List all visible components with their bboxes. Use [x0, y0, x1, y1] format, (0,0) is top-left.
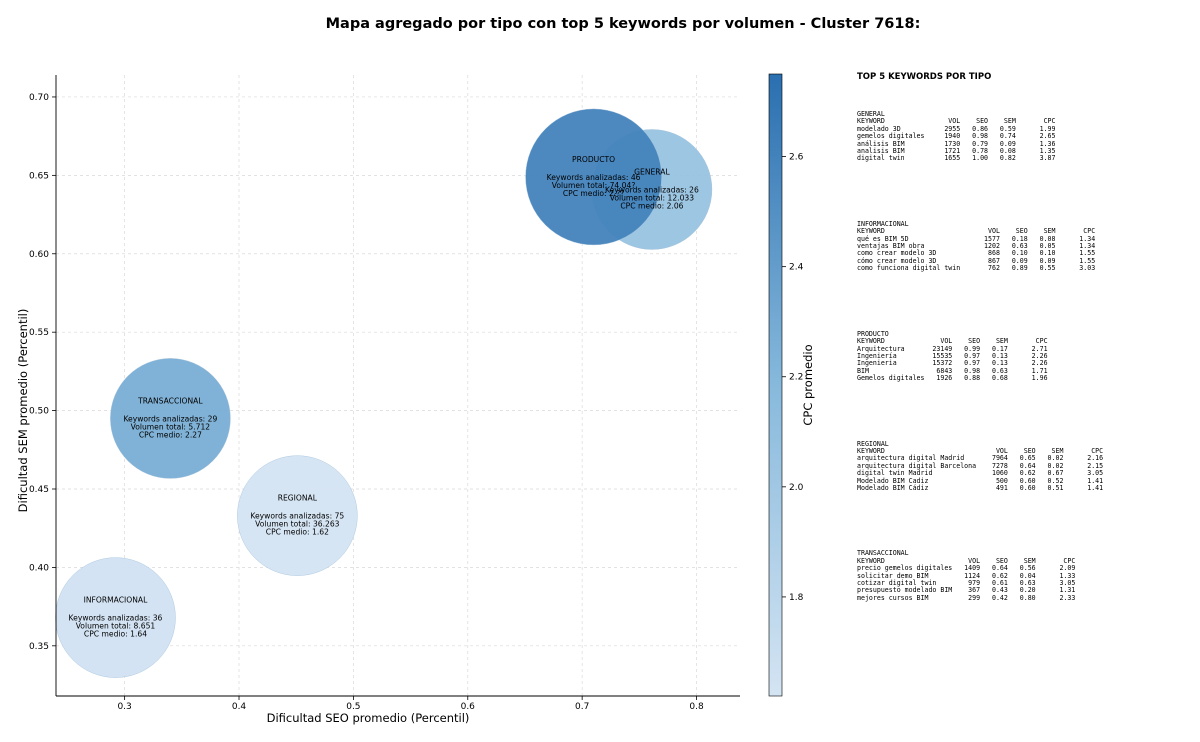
bubble-name: GENERAL [634, 167, 670, 176]
colorbar-tick-label: 1.8 [789, 593, 804, 603]
bubble-cpc: CPC medio: 1.64 [84, 630, 147, 639]
keyword-row: análisis BIM 1730 0.79 0.09 1.36 [857, 139, 1056, 148]
bubble-regional [237, 455, 358, 576]
colorbar-tick-label: 2.4 [789, 263, 804, 273]
keyword-row: ventajas BIM obra 1202 0.63 0.05 1.34 [857, 242, 1096, 251]
bubble-cpc: CPC medio: 2.?? [563, 189, 625, 198]
keyword-row: gemelos digitales 1940 0.98 0.74 2.65 [857, 132, 1056, 141]
bubble-cpc: CPC medio: 1.62 [266, 528, 329, 537]
top-keywords-panel: TOP 5 KEYWORDS POR TIPO GENERAL KEYWORD V… [857, 72, 1197, 602]
y-tick-label: 0.50 [29, 407, 49, 417]
bubble-keywords: Keywords analizadas: 46 [547, 173, 641, 182]
keyword-row: Modelado BIM Cádiz 491 0.60 0.51 1.41 [857, 483, 1104, 492]
keyword-row: mejores cursos BIM 299 0.42 0.80 2.33 [857, 593, 1076, 602]
bubble-keywords: Keywords analizadas: 26 [605, 185, 699, 194]
group-header: KEYWORD VOL SEO SEM CPC [857, 117, 1056, 126]
keyword-row: como funciona digital twin 762 0.89 0.55… [857, 264, 1096, 273]
x-axis-label: Dificultad SEO promedio (Percentil) [267, 711, 470, 725]
keyword-row: Modelado BIM Cadiz 500 0.60 0.52 1.41 [857, 476, 1104, 485]
colorbar-gradient [768, 73, 783, 697]
bubble-cpc: CPC medio: 2.27 [139, 430, 202, 439]
keyword-group-general: GENERAL KEYWORD VOL SEO SEM CPC modelado 3… [857, 110, 1197, 163]
keyword-group-producto: PRODUCTO KEYWORD VOL SEO SEM CPC Arquitect… [857, 329, 1197, 383]
group-name: TRANSACCIONAL [857, 549, 909, 558]
group-header: KEYWORD VOL SEO SEM CPC [857, 556, 1076, 565]
group-name: PRODUCTO [857, 329, 889, 338]
bubble-keywords: Keywords analizadas: 36 [69, 614, 163, 623]
bubble-volume: Volumen total: 74.04? [552, 181, 636, 190]
axes: 0.3 0.4 0.5 0.6 0.7 0.8 0.35 0.40 0.45 0.50 0.55 0.… [16, 75, 740, 725]
keyword-row: digital twin 1655 1.00 0.82 3.87 [857, 154, 1056, 163]
bubble-keywords: Keywords analizadas: 75 [250, 512, 344, 521]
keyword-row: BIM 6843 0.98 0.63 1.71 [857, 366, 1048, 375]
keyword-row: modelado 3D 2955 0.86 0.59 1.99 [857, 124, 1056, 133]
keyword-row: Gemelos digitales 1926 0.88 0.68 1.96 [857, 374, 1048, 383]
y-tick-label: 0.55 [29, 328, 49, 338]
bubble-name: TRANSACCIONAL [137, 396, 203, 405]
keyword-row: precio gemelos digitales 1409 0.64 0.56 … [857, 564, 1076, 573]
bubble-keywords: Keywords analizadas: 29 [123, 414, 217, 423]
bubble-volume: Volumen total: 5.712 [131, 422, 211, 431]
y-tick-label: 0.45 [29, 485, 49, 495]
colorbar-tick-label: 2.6 [789, 153, 804, 163]
colorbar-label: CPC promedio [801, 344, 815, 425]
keyword-row: arquitectura digital Madrid 7964 0.65 0.… [857, 454, 1104, 463]
y-tick-label: 0.35 [29, 642, 49, 652]
keyword-row: digital twin Madrid 1060 0.62 0.67 3.05 [857, 469, 1104, 478]
y-tick-label: 0.70 [29, 93, 49, 103]
keyword-row: cotizar digital twin 979 0.61 0.63 3.05 [857, 579, 1076, 587]
y-tick-label: 0.40 [29, 563, 49, 573]
keyword-groups: GENERAL KEYWORD VOL SEO SEM CPC modelado 3… [857, 110, 1197, 602]
x-tick-label: 0.8 [689, 702, 704, 712]
colorbar: 1.8 2.0 2.2 2.4 2.6 CPC promedio [768, 73, 815, 697]
y-tick-label: 0.60 [29, 250, 49, 260]
keyword-row: qué es BIM 5D 1577 0.18 0.08 1.34 [857, 234, 1096, 243]
colorbar-tick-label: 2.2 [789, 373, 803, 383]
keyword-group-informacional: INFORMACIONAL KEYWORD VOL SEO SEM CPC qué … [857, 219, 1197, 273]
chart-title: Mapa agregado por tipo con top 5 keyword… [325, 16, 921, 32]
panel-title: TOP 5 KEYWORDS POR TIPO [857, 72, 992, 82]
x-tick-label: 0.5 [346, 702, 360, 712]
bubble-name: PRODUCTO [572, 155, 615, 164]
keyword-row: Ingeniería 15535 0.97 0.13 2.26 [857, 351, 1048, 360]
group-header: KEYWORD VOL SEO SEM CPC [857, 446, 1104, 455]
keyword-group-regional: REGIONAL KEYWORD VOL SEO SEM CPC arquitect… [857, 439, 1197, 493]
bubble-producto [525, 108, 662, 246]
bubble-volume: Volumen total: 12.033 [610, 193, 695, 202]
keyword-row: presupuesto modelado BIM 367 0.43 0.20 1… [857, 586, 1076, 595]
colorbar-tick-label: 2.0 [789, 483, 804, 493]
bubble-cpc: CPC medio: 2.06 [620, 201, 683, 210]
keyword-row: Arquitectura 23149 0.99 0.17 2.71 [857, 344, 1048, 353]
bubble-volume: Volumen total: 8.651 [76, 622, 156, 631]
bubble-volume: Volumen total: 36.263 [255, 520, 340, 529]
bubble-informacional [55, 557, 176, 678]
keyword-row: como crear modelo 3D 868 0.10 0.10 1.55 [857, 249, 1096, 258]
bubble-name: INFORMACIONAL [84, 596, 149, 605]
x-tick-label: 0.7 [575, 702, 589, 712]
group-header: KEYWORD VOL SEO SEM CPC [857, 227, 1096, 236]
group-name: REGIONAL [857, 439, 889, 448]
keyword-row: solicitar demo BIM 1124 0.62 0.04 1.33 [857, 571, 1076, 580]
group-name: INFORMACIONAL [857, 219, 909, 228]
keyword-group-transaccional: TRANSACCIONAL KEYWORD VOL SEO SEM CPC prec… [857, 549, 1197, 602]
keyword-row: analisis BIM 1721 0.78 0.08 1.35 [857, 147, 1056, 156]
x-tick-label: 0.6 [461, 702, 476, 712]
y-axis-label: Dificultad SEM promedio (Percentil) [16, 309, 30, 513]
x-tick-label: 0.4 [232, 702, 247, 712]
y-tick-label: 0.65 [29, 171, 49, 181]
keyword-row: Ingenieria 15372 0.97 0.13 2.26 [857, 359, 1048, 368]
group-name: GENERAL [857, 110, 885, 118]
bubble-transaccional [110, 358, 231, 479]
keyword-row: cómo crear modelo 3D 867 0.09 0.09 1.55 [857, 256, 1096, 265]
group-header: KEYWORD VOL SEO SEM CPC [857, 337, 1048, 346]
keyword-row: arquitectura digital Barcelona 7278 0.64… [857, 461, 1104, 470]
x-tick-label: 0.3 [117, 702, 131, 712]
bubble-name: REGIONAL [278, 494, 318, 503]
